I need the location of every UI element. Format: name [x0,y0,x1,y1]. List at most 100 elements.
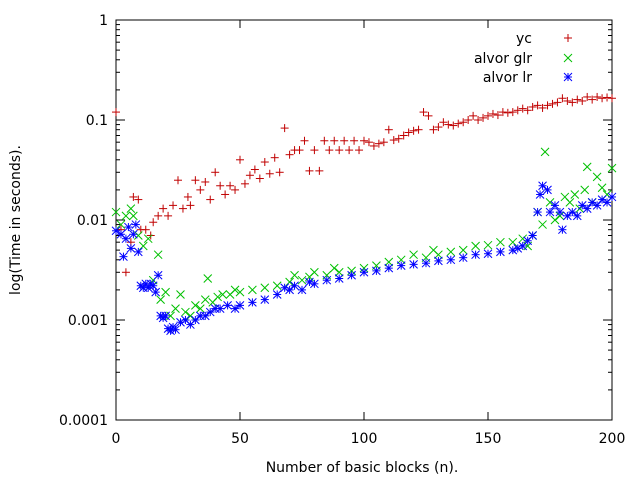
data-point [146,231,155,240]
data-point [325,146,334,155]
data-point [543,101,552,110]
data-point [474,116,483,124]
data-point [523,106,532,115]
data-point [161,311,170,321]
data-point [409,260,418,269]
data-point [186,311,195,321]
data-point [265,169,274,178]
y-tick-label: 0.001 [68,313,108,329]
data-point [270,153,279,162]
data-point [543,185,552,195]
data-point [379,138,388,147]
data-point [568,98,577,107]
data-point [359,263,369,273]
data-point [191,315,200,325]
data-point [290,281,299,291]
data-point [555,207,565,217]
data-point [235,287,245,297]
data-point [496,247,505,257]
data-point [159,204,168,213]
data-point [458,253,468,263]
data-point [121,268,130,277]
data-point [558,225,567,235]
data-point [200,311,210,321]
data-point [607,163,617,173]
data-point [484,111,492,120]
data-point [171,304,180,313]
data-point [535,190,545,199]
axis-ticks [115,19,613,421]
data-point [459,118,468,127]
data-point [603,93,612,102]
data-point [528,102,537,111]
data-point [129,211,138,221]
data-point [111,207,121,217]
x-tick-label: 0 [112,431,121,447]
data-point [483,240,493,250]
data-point [119,252,128,262]
data-point [255,174,264,183]
data-point [231,185,240,194]
data-point [607,192,617,202]
data-point [285,285,294,295]
data-point [248,298,257,307]
data-point [112,108,120,117]
legend-label: alvor glr [474,51,532,67]
legend-marker [564,34,572,42]
data-point [260,158,269,167]
data-point [545,207,555,217]
data-point [563,96,572,105]
data-point [138,241,148,251]
data-point [330,136,339,145]
data-point [329,263,339,273]
data-point [272,290,282,299]
data-point [578,96,587,105]
data-point [409,126,418,135]
data-point [161,287,170,297]
data-point [121,211,131,221]
data-point [129,229,138,239]
data-point [513,106,522,115]
data-point [347,270,356,280]
data-point [384,263,394,273]
data-point [364,138,373,147]
data-point [335,146,344,155]
data-point [200,295,210,304]
data-point [360,136,368,145]
data-point [550,201,560,210]
data-point [570,190,580,199]
data-point [471,241,480,251]
data-point [359,267,369,277]
data-point [592,201,602,210]
data-point [131,220,141,229]
data-point [434,123,443,132]
data-point [280,124,289,133]
data-point [488,109,497,118]
data-point [582,204,592,213]
x-tick-label: 200 [599,431,626,447]
x-axis-title: Number of basic blocks (n). [266,460,459,476]
data-point [295,146,304,155]
data-point [369,141,378,150]
data-point [315,166,324,175]
data-point [235,301,245,310]
data-point [141,225,150,234]
data-point [444,120,453,129]
data-point [272,281,282,291]
x-tick-label: 50 [231,431,249,447]
tick-labels: 0 50 100 150 200 0.0001 0.001 0.01 0.1 1 [59,13,625,447]
data-point [577,201,587,210]
data-point [310,146,319,155]
data-point [164,211,173,220]
data-point [503,108,512,117]
data-point [372,266,381,276]
data-point [565,198,575,207]
data-point [171,325,180,335]
data-point [597,183,607,193]
data-point [389,136,398,145]
data-point [508,108,517,117]
data-point [285,277,294,287]
data-point [446,247,456,257]
data-point [121,234,131,244]
data-point [129,192,138,201]
